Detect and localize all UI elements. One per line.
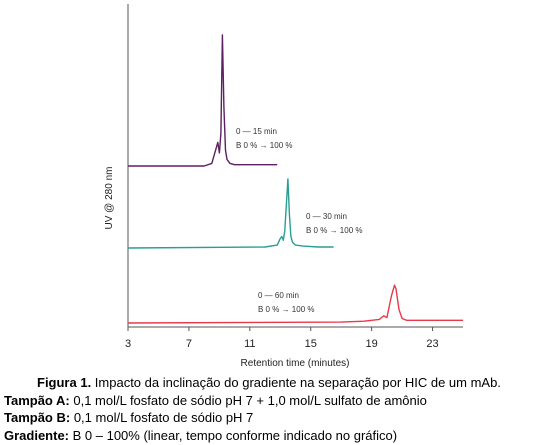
caption-title: Figura 1. Impacto da inclinação do gradi… [4, 374, 536, 392]
chromatogram-chart: 3 7 11 15 19 23 Retention time (minutes) UV @ 2… [104, 4, 463, 369]
x-tick-label: 3 [125, 338, 131, 350]
caption-buffer-b-text: 0,1 mol/L fosfato de sódio pH 7 [70, 410, 254, 425]
caption-buffer-b-label: Tampão B: [4, 410, 71, 425]
trace-1-line [128, 34, 278, 167]
trace-3-line [127, 284, 463, 324]
caption-buffer-a: Tampão A: 0,1 mol/L fosfato de sódio pH … [4, 392, 536, 410]
caption-buffer-b: Tampão B: 0,1 mol/L fosfato de sódio pH … [4, 409, 536, 427]
trace-3-annotation-1: 0 — 60 min [258, 291, 299, 300]
trace-3-annotation-2: B 0 % → 100 % [258, 305, 314, 314]
trace-2-annotation-2: B 0 % → 100 % [306, 226, 362, 235]
trace-2-annotation-1: 0 — 30 min [306, 212, 347, 221]
caption-buffer-a-text: 0,1 mol/L fosfato de sódio pH 7 + 1,0 mo… [69, 392, 427, 408]
caption-figure-text: Impacto da inclinação do gradiente na se… [91, 375, 501, 390]
figure-caption: Figura 1. Impacto da inclinação do gradi… [4, 374, 536, 444]
caption-gradient-text: B 0 – 100% (linear, tempo conforme indic… [69, 427, 398, 443]
caption-gradient: Gradiente: B 0 – 100% (linear, tempo con… [4, 427, 536, 445]
trace-1-annotation-2: B 0 % → 100 % [236, 141, 292, 150]
caption-gradient-label: Gradiente: [4, 427, 70, 443]
trace-2-line [127, 178, 334, 249]
x-tick-label: 7 [186, 338, 192, 350]
x-axis-title: Retention time (minutes) [241, 358, 350, 369]
x-tick-label: 11 [244, 338, 255, 350]
trace-1-annotation-1: 0 — 15 min [236, 127, 277, 136]
caption-buffer-a-label: Tampão A: [4, 392, 70, 408]
caption-figure-label: Figura 1. [37, 375, 92, 390]
x-tick-label: 23 [426, 338, 438, 350]
y-axis-title: UV @ 280 nm [104, 167, 115, 230]
x-tick-label: 19 [366, 338, 378, 350]
x-tick-label: 15 [305, 338, 317, 350]
